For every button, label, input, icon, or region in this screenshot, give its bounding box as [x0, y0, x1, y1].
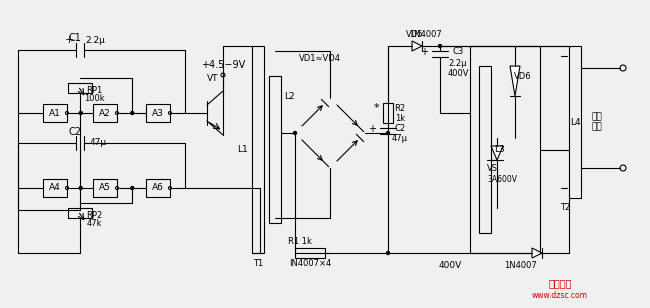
Text: L1: L1	[237, 145, 248, 154]
Text: A2: A2	[99, 108, 111, 117]
Text: R1 1k: R1 1k	[288, 237, 312, 245]
Bar	[146, 179, 170, 197]
Text: 维库一下: 维库一下	[548, 278, 572, 288]
Text: T2: T2	[560, 204, 570, 213]
Circle shape	[79, 187, 83, 189]
Circle shape	[387, 252, 389, 254]
Polygon shape	[491, 146, 503, 160]
Bar	[43, 179, 67, 197]
Text: VD1≈VD4: VD1≈VD4	[299, 54, 341, 63]
Bar	[93, 179, 117, 197]
Text: T1: T1	[253, 258, 263, 268]
Text: 47μ: 47μ	[90, 137, 107, 147]
Text: +: +	[64, 35, 73, 45]
Bar	[479, 66, 491, 233]
Text: +4.5−9V: +4.5−9V	[201, 60, 245, 70]
Bar	[93, 104, 117, 122]
Bar	[569, 46, 581, 198]
Text: www.dzsc.com: www.dzsc.com	[532, 290, 588, 299]
Text: 400V: 400V	[447, 68, 469, 78]
Text: 1N4007: 1N4007	[409, 30, 441, 38]
Text: 47k: 47k	[86, 218, 102, 228]
Text: VD6: VD6	[514, 71, 532, 80]
Text: A5: A5	[99, 184, 111, 192]
Text: 400V: 400V	[438, 261, 462, 270]
Bar	[68, 208, 92, 218]
Text: L3: L3	[493, 145, 504, 154]
Polygon shape	[532, 248, 542, 258]
Bar	[269, 76, 281, 223]
Text: L2: L2	[283, 91, 294, 100]
Text: L4: L4	[569, 117, 580, 127]
Text: VS: VS	[486, 164, 497, 172]
Text: 3A600V: 3A600V	[487, 176, 517, 184]
Text: 1N4007: 1N4007	[504, 261, 536, 270]
Circle shape	[387, 132, 389, 135]
Circle shape	[79, 111, 83, 115]
Text: 100k: 100k	[84, 94, 104, 103]
Text: 1k: 1k	[395, 114, 405, 123]
Text: +: +	[368, 124, 376, 134]
Text: A6: A6	[152, 184, 164, 192]
Circle shape	[131, 111, 134, 115]
Text: C2: C2	[395, 124, 406, 132]
Bar	[68, 83, 92, 93]
Circle shape	[439, 44, 441, 47]
Text: +: +	[420, 47, 428, 57]
Text: A3: A3	[152, 108, 164, 117]
Bar	[146, 104, 170, 122]
Text: 输出
电极: 输出 电极	[592, 112, 603, 132]
Text: VT: VT	[207, 74, 219, 83]
Text: C3: C3	[452, 47, 463, 55]
Text: 2.2μ: 2.2μ	[85, 35, 105, 44]
Text: RP2: RP2	[86, 210, 102, 220]
Polygon shape	[510, 66, 520, 96]
Bar	[383, 103, 393, 123]
Text: C1: C1	[68, 33, 81, 43]
Text: 2.2μ: 2.2μ	[448, 59, 467, 67]
Text: A1: A1	[49, 108, 61, 117]
Text: A4: A4	[49, 184, 61, 192]
Bar	[470, 46, 540, 253]
Text: R2: R2	[395, 103, 406, 112]
Text: 47μ: 47μ	[392, 133, 408, 143]
Text: C2: C2	[68, 127, 81, 137]
Bar	[43, 104, 67, 122]
Text: VD5: VD5	[406, 30, 424, 38]
Circle shape	[294, 132, 296, 135]
Text: *: *	[373, 103, 379, 113]
Text: IN4007×4: IN4007×4	[289, 258, 331, 268]
Text: RP1: RP1	[86, 86, 102, 95]
Bar	[295, 248, 325, 258]
Polygon shape	[412, 41, 422, 51]
Circle shape	[131, 187, 134, 189]
Bar	[252, 46, 264, 253]
